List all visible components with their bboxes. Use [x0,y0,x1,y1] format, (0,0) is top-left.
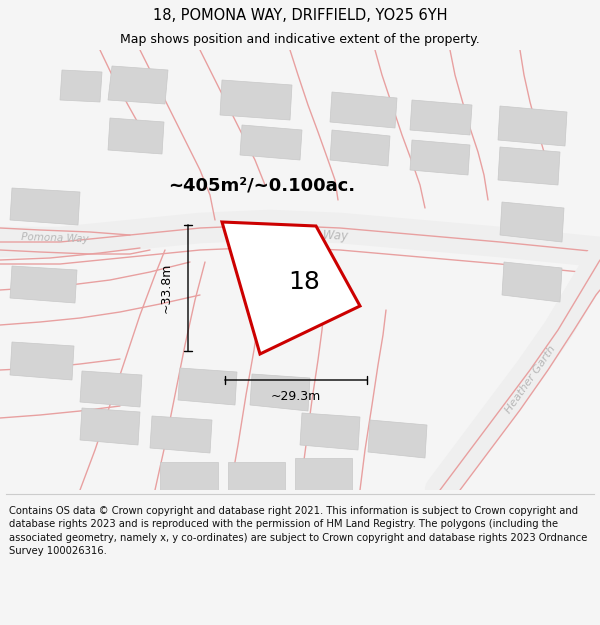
Text: Pomona Way: Pomona Way [21,232,89,244]
Polygon shape [330,130,390,166]
Text: ~29.3m: ~29.3m [271,391,321,404]
Polygon shape [222,222,360,354]
Polygon shape [300,413,360,450]
Polygon shape [108,118,164,154]
Polygon shape [150,416,212,453]
Polygon shape [80,408,140,445]
Text: Heather Garth: Heather Garth [503,344,557,416]
Text: 18, POMONA WAY, DRIFFIELD, YO25 6YH: 18, POMONA WAY, DRIFFIELD, YO25 6YH [153,8,447,22]
Polygon shape [410,140,470,175]
Polygon shape [10,188,80,225]
Polygon shape [108,66,168,104]
Polygon shape [498,147,560,185]
Text: Pomona Way: Pomona Way [271,227,349,243]
Polygon shape [10,266,77,303]
Polygon shape [240,125,302,160]
Polygon shape [10,342,74,380]
Polygon shape [228,462,285,490]
Polygon shape [178,368,237,405]
Polygon shape [250,374,310,411]
Polygon shape [295,458,352,490]
Polygon shape [220,80,292,120]
Polygon shape [60,70,102,102]
Text: Contains OS data © Crown copyright and database right 2021. This information is : Contains OS data © Crown copyright and d… [9,506,587,556]
Polygon shape [410,100,472,135]
Text: 18: 18 [289,270,320,294]
Text: ~33.8m: ~33.8m [160,262,173,313]
Polygon shape [498,106,567,146]
Text: Map shows position and indicative extent of the property.: Map shows position and indicative extent… [120,34,480,46]
Polygon shape [368,420,427,458]
Text: ~405m²/~0.100ac.: ~405m²/~0.100ac. [168,176,355,194]
Polygon shape [500,202,564,242]
Polygon shape [330,92,397,128]
Polygon shape [160,462,218,490]
Polygon shape [502,262,562,302]
Polygon shape [80,371,142,407]
